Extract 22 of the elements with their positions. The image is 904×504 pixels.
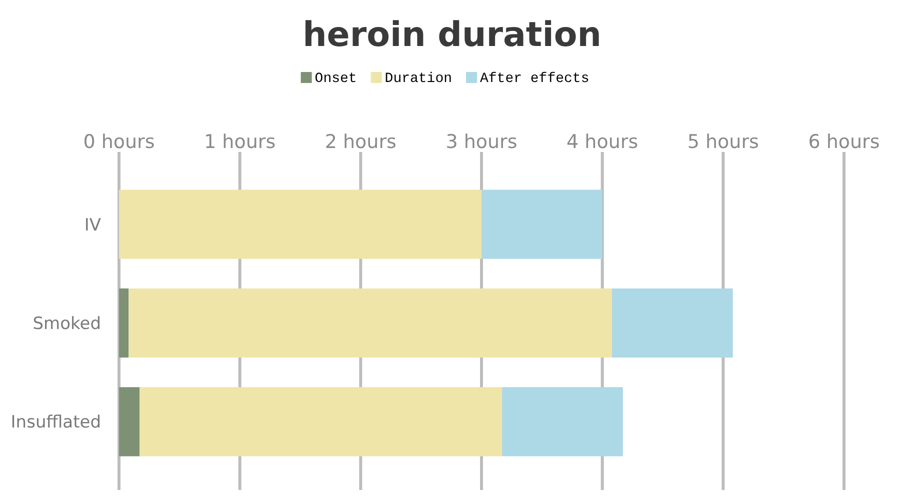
x-tick-label: 5 hours [687, 131, 759, 153]
x-tick-label: 1 hours [204, 131, 276, 153]
bar [119, 190, 482, 259]
legend-label: After effects [480, 71, 590, 87]
x-tick-label: 2 hours [324, 131, 396, 153]
chart-title: heroin duration [302, 15, 602, 55]
bar [128, 288, 612, 358]
bar [119, 387, 140, 456]
y-tick-label: IV [84, 215, 102, 236]
legend-label: Duration [384, 71, 452, 87]
bar [119, 288, 129, 358]
y-tick-label: Insufflated [10, 412, 101, 433]
x-tick-label: 0 hours [83, 131, 155, 153]
legend-label: Onset [314, 71, 357, 87]
x-tick-label: 3 hours [446, 131, 518, 153]
bar [482, 190, 602, 259]
x-tick-label: 4 hours [566, 131, 638, 153]
bar [140, 387, 502, 456]
y-tick-label: Smoked [32, 314, 101, 334]
bar [502, 387, 623, 456]
bar [612, 288, 733, 358]
x-tick-label: 6 hours [808, 131, 880, 153]
